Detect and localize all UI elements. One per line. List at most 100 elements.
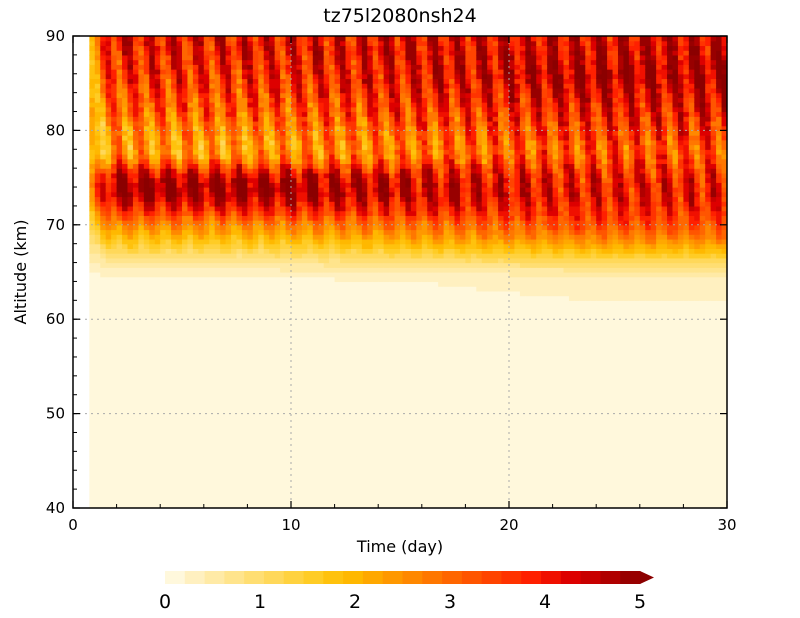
heatmap-cell: [258, 456, 265, 462]
heatmap-cell: [154, 220, 161, 226]
heatmap-cell: [225, 437, 232, 443]
heatmap-cell: [111, 125, 118, 131]
heatmap-cell: [111, 399, 118, 405]
heatmap-cell: [214, 243, 221, 249]
heatmap-cell: [231, 172, 238, 179]
heatmap-cell: [132, 295, 139, 301]
heatmap-cell: [274, 333, 281, 339]
heatmap-cell: [318, 135, 325, 141]
heatmap-cell: [100, 135, 107, 141]
heatmap-cell: [214, 342, 221, 349]
heatmap-cell: [296, 125, 303, 131]
heatmap-cell: [301, 470, 308, 476]
heatmap-cell: [111, 361, 118, 367]
heatmap-cell: [356, 54, 363, 61]
heatmap-cell: [94, 394, 101, 401]
heatmap-cell: [138, 371, 145, 377]
heatmap-cell: [350, 272, 357, 278]
heatmap-cell: [105, 97, 112, 103]
heatmap-cell: [105, 474, 112, 481]
heatmap-cell: [187, 347, 194, 353]
heatmap-cell: [132, 253, 139, 259]
heatmap-cell: [176, 64, 183, 70]
heatmap-cell: [154, 187, 161, 193]
heatmap-cell: [111, 102, 118, 108]
heatmap-cell: [154, 456, 161, 462]
heatmap-cell: [171, 253, 178, 259]
heatmap-cell: [143, 352, 150, 358]
heatmap-cell: [105, 111, 112, 117]
heatmap-cell: [236, 205, 243, 212]
heatmap-cell: [274, 474, 281, 481]
heatmap-cell: [291, 59, 298, 65]
heatmap-cell: [263, 323, 270, 330]
heatmap-cell: [203, 295, 210, 301]
heatmap-cell: [241, 182, 248, 188]
heatmap-cell: [127, 59, 134, 65]
heatmap-cell: [345, 305, 352, 311]
heatmap-cell: [182, 106, 189, 113]
heatmap-cell: [274, 276, 281, 283]
heatmap-cell: [247, 40, 254, 47]
heatmap-cell: [263, 408, 270, 415]
heatmap-cell: [307, 106, 314, 113]
heatmap-cell: [280, 78, 287, 84]
heatmap-cell: [280, 498, 287, 504]
heatmap-cell: [334, 352, 341, 358]
heatmap-cell: [356, 257, 363, 264]
heatmap-cell: [307, 116, 314, 122]
heatmap-cell: [340, 238, 347, 245]
heatmap-cell: [203, 54, 210, 61]
heatmap-cell: [143, 234, 150, 240]
heatmap-cell: [154, 267, 161, 273]
heatmap-cell: [252, 257, 259, 264]
heatmap-cell: [296, 432, 303, 438]
heatmap-cell: [138, 196, 145, 202]
heatmap-cell: [236, 177, 243, 183]
heatmap-cell: [252, 385, 259, 391]
heatmap-cell: [176, 220, 183, 226]
heatmap-cell: [111, 456, 118, 462]
heatmap-cell: [296, 135, 303, 141]
heatmap-cell: [285, 380, 292, 386]
heatmap-cell: [214, 64, 221, 70]
heatmap-cell: [132, 177, 139, 183]
heatmap-cell: [138, 102, 145, 108]
heatmap-cell: [203, 139, 210, 146]
heatmap-cell: [236, 78, 243, 84]
heatmap-cell: [247, 54, 254, 61]
heatmap-cell: [318, 262, 325, 268]
heatmap-cell: [127, 125, 134, 131]
heatmap-cell: [182, 498, 189, 504]
heatmap-cell: [356, 423, 363, 429]
heatmap-cell: [132, 45, 139, 51]
heatmap-cell: [182, 352, 189, 358]
heatmap-cell: [231, 390, 238, 396]
heatmap-cell: [100, 182, 107, 188]
heatmap-cell: [323, 394, 330, 401]
heatmap-cell: [356, 380, 363, 386]
heatmap-cell: [192, 479, 199, 485]
heatmap-cell: [116, 394, 123, 401]
heatmap-cell: [127, 220, 134, 226]
heatmap-cell: [231, 116, 238, 122]
heatmap-cell: [236, 352, 243, 358]
heatmap-cell: [280, 111, 287, 117]
heatmap-cell: [345, 323, 352, 330]
heatmap-cell: [280, 243, 287, 249]
heatmap-cell: [280, 116, 287, 122]
heatmap-cell: [296, 328, 303, 334]
heatmap-cell: [171, 390, 178, 396]
heatmap-cell: [334, 328, 341, 334]
heatmap-cell: [198, 92, 205, 98]
heatmap-cell: [154, 352, 161, 358]
heatmap-cell: [225, 484, 232, 490]
heatmap-cell: [323, 158, 330, 165]
heatmap-cell: [334, 474, 341, 481]
heatmap-cell: [214, 97, 221, 103]
heatmap-cell: [291, 120, 298, 127]
heatmap-cell: [318, 69, 325, 75]
heatmap-cell: [301, 64, 308, 70]
heatmap-cell: [323, 130, 330, 136]
heatmap-cell: [241, 470, 248, 476]
